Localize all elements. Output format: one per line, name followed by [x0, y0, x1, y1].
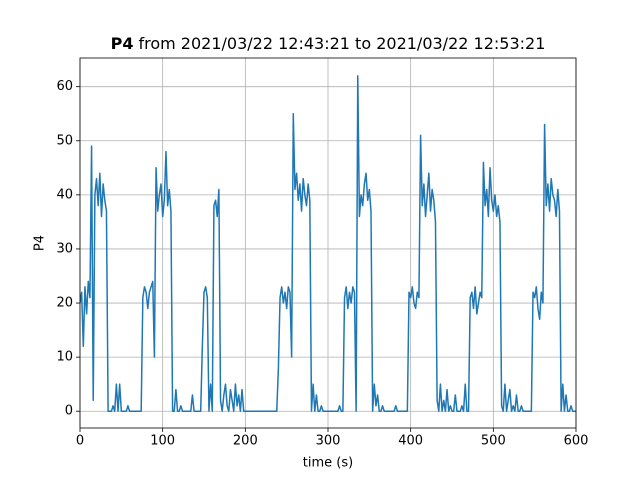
x-tick-label: 600 — [564, 434, 589, 449]
x-axis-label: time (s) — [303, 456, 353, 471]
title-rest: from 2021/03/22 12:43:21 to 2021/03/22 1… — [138, 34, 545, 53]
x-tick-label: 200 — [233, 434, 258, 449]
y-tick-label: 0 — [65, 404, 73, 419]
title-bold: P4 — [111, 34, 134, 53]
x-tick-label: 100 — [150, 434, 175, 449]
y-tick-label: 10 — [56, 350, 73, 365]
plot-frame — [79, 57, 577, 429]
x-tick-label: 0 — [76, 434, 84, 449]
x-tick-label: 300 — [316, 434, 341, 449]
y-tick-label: 20 — [56, 296, 73, 311]
x-tick-label: 400 — [398, 434, 423, 449]
y-tick-label: 50 — [56, 133, 73, 148]
y-tick-label: 40 — [56, 187, 73, 202]
y-tick-label: 30 — [56, 241, 73, 256]
y-axis-label: P4 — [33, 235, 48, 251]
y-tick-label: 60 — [56, 79, 73, 94]
x-tick-label: 500 — [481, 434, 506, 449]
chart-title: P4 from 2021/03/22 12:43:21 to 2021/03/22… — [111, 34, 546, 53]
data-line — [80, 75, 576, 412]
